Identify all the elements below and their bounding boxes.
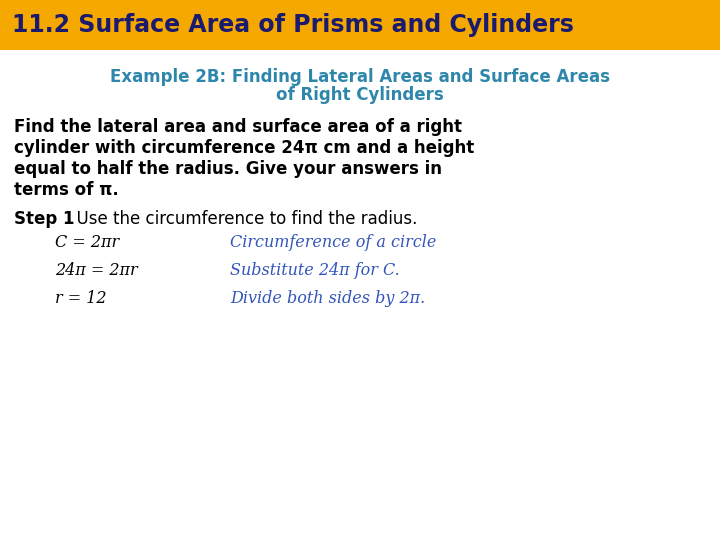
Text: Divide both sides by 2π.: Divide both sides by 2π. xyxy=(230,290,426,307)
Text: terms of π.: terms of π. xyxy=(14,181,119,199)
Text: 24π = 2πr: 24π = 2πr xyxy=(55,262,138,279)
Text: Use the circumference to find the radius.: Use the circumference to find the radius… xyxy=(66,210,418,228)
Bar xyxy=(0,0,720,50)
Text: Find the lateral area and surface area of a right: Find the lateral area and surface area o… xyxy=(14,118,462,136)
Text: Example 2B: Finding Lateral Areas and Surface Areas: Example 2B: Finding Lateral Areas and Su… xyxy=(110,68,610,86)
Text: 11.2 Surface Area of Prisms and Cylinders: 11.2 Surface Area of Prisms and Cylinder… xyxy=(12,13,574,37)
Text: Circumference of a circle: Circumference of a circle xyxy=(230,234,436,251)
Text: Substitute 24π for C.: Substitute 24π for C. xyxy=(230,262,400,279)
Text: r = 12: r = 12 xyxy=(55,290,107,307)
Text: equal to half the radius. Give your answers in: equal to half the radius. Give your answ… xyxy=(14,160,442,178)
Text: C = 2πr: C = 2πr xyxy=(55,234,119,251)
Text: cylinder with circumference 24π cm and a height: cylinder with circumference 24π cm and a… xyxy=(14,139,474,157)
Text: Step 1: Step 1 xyxy=(14,210,74,228)
Text: of Right Cylinders: of Right Cylinders xyxy=(276,86,444,104)
